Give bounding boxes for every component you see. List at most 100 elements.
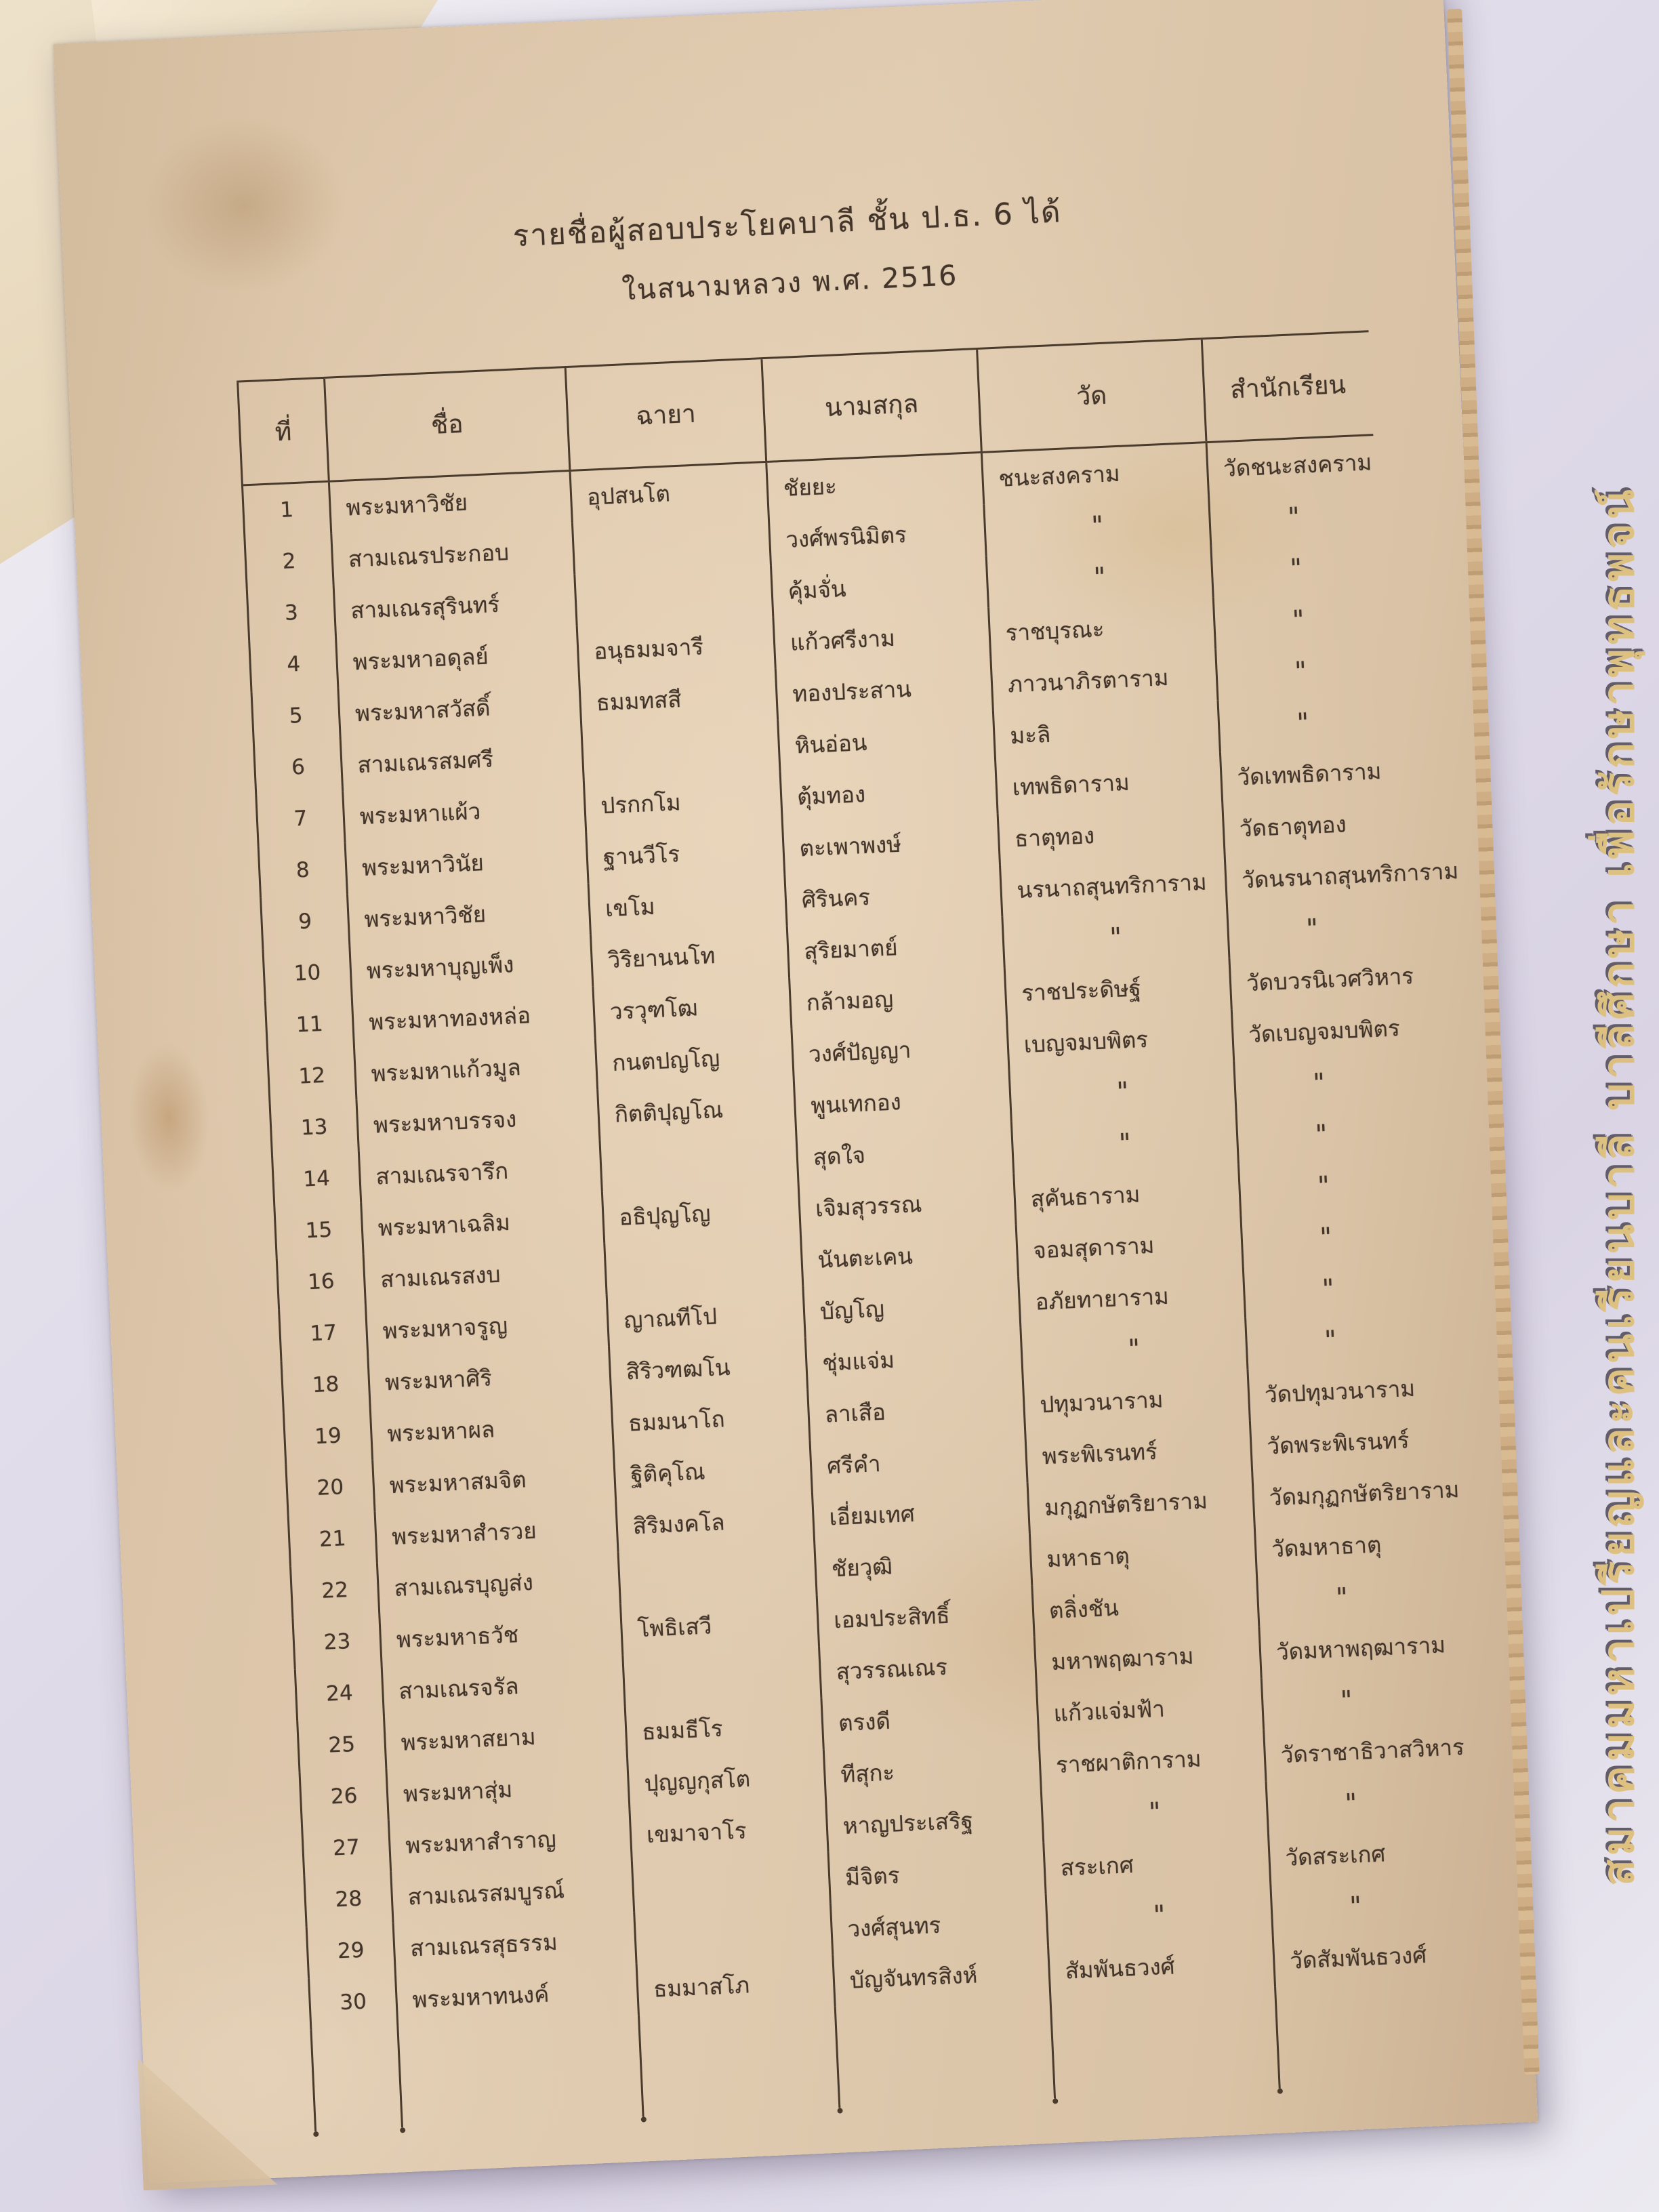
column-header-name: ชื่อ bbox=[323, 368, 569, 480]
temple: " bbox=[1001, 906, 1229, 968]
row-number: 17 bbox=[278, 1305, 367, 1361]
school: " bbox=[1212, 590, 1382, 649]
school: วัดบวรนิเวศวิหาร bbox=[1228, 950, 1414, 1010]
school: วัดมกุฏกษัตริยาราม bbox=[1251, 1465, 1460, 1524]
surname: แก้วศรีงาม bbox=[772, 607, 990, 669]
page-stack-edge bbox=[1447, 8, 1540, 2075]
temple: เบญจมบพิตร bbox=[1006, 1009, 1233, 1071]
dharma-name: ธมมธีโร bbox=[623, 1698, 823, 1759]
row-number: 5 bbox=[250, 688, 340, 744]
row-number: 10 bbox=[262, 945, 351, 1001]
surname: บัญจันทรสิงห์ bbox=[832, 1945, 1050, 2007]
dharma-name: อธิปุญโญ bbox=[600, 1183, 800, 1244]
school: " bbox=[1255, 1568, 1427, 1627]
school: " bbox=[1237, 1156, 1408, 1216]
school: วัดพระพิเรนทร์ bbox=[1248, 1413, 1419, 1473]
row-number: 3 bbox=[245, 585, 335, 641]
temple: มะลิ bbox=[991, 700, 1219, 762]
dharma-name bbox=[633, 1903, 832, 1964]
row-number: 15 bbox=[273, 1202, 363, 1258]
row-number: 21 bbox=[287, 1511, 376, 1567]
surname: วงศ์พรนิมิตร bbox=[767, 504, 985, 566]
row-number: 26 bbox=[298, 1768, 388, 1824]
temple: สัมพันธวงศ์ bbox=[1046, 1935, 1275, 1997]
row-number: 14 bbox=[270, 1151, 361, 1207]
row-number: 8 bbox=[257, 842, 346, 898]
temple: ธาตุทอง bbox=[996, 803, 1224, 865]
dharma-name: อนุธมมจารี bbox=[575, 617, 775, 678]
dharma-name: สิริมงคโล bbox=[615, 1492, 814, 1553]
row-number: 18 bbox=[280, 1357, 369, 1413]
surname: กล้ามอญ bbox=[788, 968, 1006, 1029]
row-number: 29 bbox=[305, 1923, 394, 1979]
temple: อภัยทายาราม bbox=[1017, 1266, 1245, 1328]
surname: บัญโญ bbox=[802, 1276, 1020, 1338]
temple: " bbox=[1019, 1317, 1247, 1380]
school: วัดเทพธิดาราม bbox=[1218, 744, 1390, 804]
row-number: 2 bbox=[243, 533, 333, 590]
temple: นรนาถสุนทริการาม bbox=[998, 855, 1227, 917]
row-number: 12 bbox=[266, 1048, 356, 1104]
row-number: 25 bbox=[296, 1717, 386, 1773]
dharma-name: เขโม bbox=[587, 874, 786, 935]
row-number: 6 bbox=[252, 739, 342, 796]
row-number: 7 bbox=[255, 791, 344, 846]
temple: " bbox=[985, 546, 1212, 608]
surname: หินอ่อน bbox=[777, 710, 995, 772]
stain bbox=[125, 1041, 213, 1194]
surname: สุวรรณเณร bbox=[818, 1637, 1036, 1698]
school: " bbox=[1210, 538, 1380, 598]
school: " bbox=[1216, 693, 1387, 752]
row-number: 22 bbox=[289, 1563, 379, 1618]
school: วัดเบญจมบพิตร bbox=[1230, 1002, 1401, 1061]
row-number: 24 bbox=[293, 1666, 384, 1721]
surname: วงศ์ปัญญา bbox=[790, 1019, 1008, 1081]
school: " bbox=[1235, 1105, 1406, 1164]
temple: แก้วแจ่มฟ้า bbox=[1036, 1678, 1263, 1740]
school: วัดมหาพฤฒาราม bbox=[1258, 1619, 1446, 1679]
school: " bbox=[1226, 899, 1397, 958]
surname: ตรงดี bbox=[820, 1688, 1038, 1750]
table-body: 1 พระมหาวิชัย อุปสนโต ชัยยะ ชนะสงคราม วั… bbox=[241, 436, 1465, 2030]
dharma-name bbox=[603, 1234, 802, 1295]
dharma-name: ธมมทสสี bbox=[578, 668, 777, 729]
temple: " bbox=[1044, 1884, 1272, 1946]
surname: วงศ์สุนทร bbox=[829, 1893, 1047, 1955]
school: วัดสัมพันธวงศ์ bbox=[1271, 1927, 1442, 1987]
row-number: 23 bbox=[291, 1614, 381, 1670]
column-header-temple: วัด bbox=[976, 340, 1206, 451]
temple: จอมสุดาราม bbox=[1015, 1215, 1242, 1277]
surname: สุริยมาตย์ bbox=[785, 916, 1004, 978]
surname: สุดใจ bbox=[795, 1122, 1013, 1184]
row-number: 11 bbox=[264, 997, 354, 1052]
watermark-text: สมาคมมหาเปรียญและคนเรียนบาลี บาลีศึกษา เ… bbox=[1594, 485, 1644, 1887]
school: " bbox=[1242, 1258, 1412, 1318]
dharma-name: เขมาจาโร bbox=[628, 1801, 827, 1861]
school: วัดนรนาถสุนทริการาม bbox=[1223, 847, 1459, 907]
school: " bbox=[1207, 487, 1378, 547]
column-header-school: สำนักเรียน bbox=[1200, 332, 1374, 442]
temple: เทพธิดาราม bbox=[994, 752, 1222, 814]
results-table: ที่ ชื่อ ฉายา นามสกุล วัด สำนักเรียน 1 พ… bbox=[237, 330, 1465, 2132]
dharma-name bbox=[571, 514, 771, 575]
dharma-name: ปรกกโม bbox=[582, 771, 781, 832]
school: " bbox=[1260, 1671, 1431, 1730]
temple: ชนะสงคราม bbox=[980, 443, 1208, 505]
school: วัดชนะสงคราม bbox=[1205, 436, 1376, 495]
school: วัดมหาธาตุ bbox=[1253, 1516, 1424, 1576]
dharma-name: กนตปญโญ bbox=[594, 1029, 793, 1090]
row-number: 20 bbox=[285, 1460, 374, 1516]
dharma-name: ฐานวีโร bbox=[585, 823, 784, 884]
school: วัดสระเกศ bbox=[1267, 1825, 1438, 1885]
temple: ราชประดิษฐ์ bbox=[1003, 958, 1231, 1020]
temple: มกุฏกษัตริยาราม bbox=[1026, 1472, 1254, 1534]
surname: ศรีคำ bbox=[808, 1431, 1027, 1492]
surname: ลาเสือ bbox=[806, 1379, 1025, 1441]
school: " bbox=[1214, 641, 1385, 701]
row-number: 30 bbox=[308, 1974, 397, 2030]
dharma-name bbox=[617, 1543, 816, 1604]
school: " bbox=[1240, 1208, 1410, 1267]
temple: ราชบุรณะ bbox=[987, 597, 1215, 659]
dharma-name: ปุญญกุสโต bbox=[626, 1749, 825, 1810]
surname: มีจิตร bbox=[827, 1842, 1045, 1904]
